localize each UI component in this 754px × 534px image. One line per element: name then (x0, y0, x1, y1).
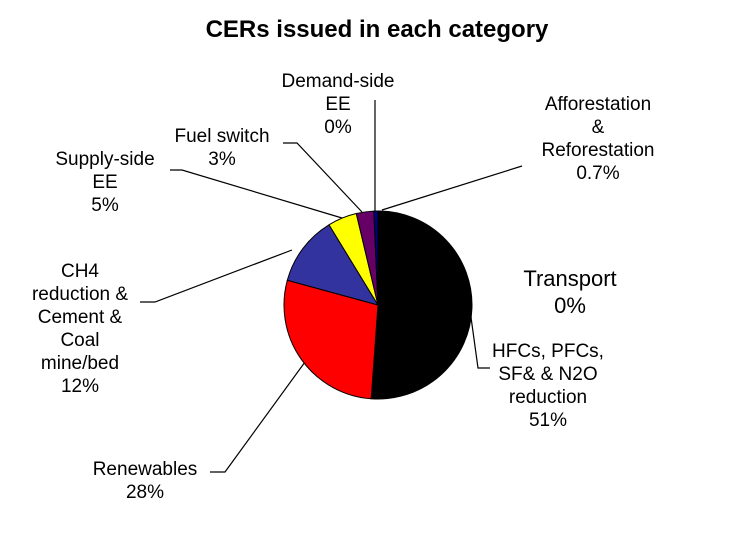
slice-label: HFCs, PFCs, SF& & N2O reduction 51% (492, 340, 604, 432)
chart-title: CERs issued in each category (205, 16, 549, 43)
leader-line (283, 142, 363, 213)
value-label: 0% (554, 293, 586, 318)
leader-line (140, 249, 293, 303)
slice-label: Transport 0% (523, 265, 616, 319)
value-label: 0% (324, 117, 352, 138)
leader-line (381, 165, 523, 211)
pie-slice (283, 279, 379, 400)
slice-label: Fuel switch 3% (174, 125, 269, 171)
leader-line (469, 309, 490, 369)
value-label: 5% (91, 195, 119, 216)
leader-line (210, 361, 306, 473)
value-label: 3% (208, 149, 236, 170)
value-label: 51% (528, 410, 568, 431)
pie-slice (370, 210, 473, 400)
category-label: Supply-side EE (55, 149, 155, 193)
category-label: HFCs, PFCs, SF& & N2O reduction (492, 341, 604, 408)
slice-label: CH4 reduction & Cement & Coal mine/bed 12… (32, 260, 128, 398)
leader-lines (140, 100, 523, 473)
value-label: 0.7% (576, 163, 620, 184)
category-label: Fuel switch (174, 126, 270, 147)
slice-label: Demand-side EE 0% (282, 70, 395, 139)
category-label: Afforestation & Reforestation (541, 94, 655, 161)
category-label: Transport (523, 266, 617, 291)
value-label: 12% (60, 376, 100, 397)
category-label: CH4 reduction & Cement & Coal mine/bed (31, 261, 129, 374)
slice-label: Afforestation & Reforestation 0.7% (541, 93, 654, 185)
slice-label: Supply-side EE 5% (55, 148, 154, 217)
slice-label: Renewables 28% (93, 458, 198, 504)
pie-slice (286, 224, 380, 306)
category-label: Renewables (92, 459, 198, 480)
leader-line (170, 169, 343, 219)
category-label: Demand-side EE (281, 71, 395, 115)
value-label: 28% (125, 482, 165, 503)
